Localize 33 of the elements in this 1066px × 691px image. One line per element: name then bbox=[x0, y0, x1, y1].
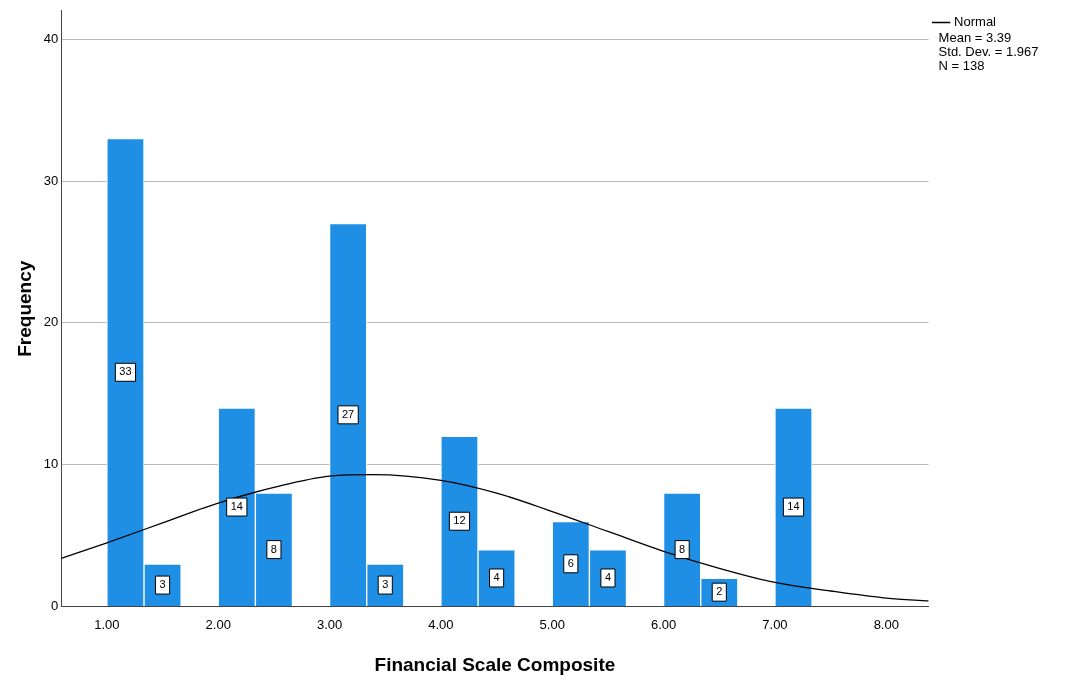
legend-label: Normal bbox=[954, 14, 997, 30]
x-tick-label: 7.00 bbox=[762, 616, 788, 632]
data-label: 14 bbox=[230, 500, 243, 513]
text: N = 138 bbox=[938, 58, 985, 74]
data-label: 8 bbox=[270, 542, 277, 555]
x-tick-label: 6.00 bbox=[650, 616, 677, 632]
data-label: 14 bbox=[787, 500, 800, 513]
x-tick-label: 5.00 bbox=[539, 616, 565, 632]
x-tick-label: 8.00 bbox=[873, 616, 899, 632]
data-label: 12 bbox=[453, 514, 466, 527]
data-label: 3 bbox=[382, 578, 389, 591]
x-axis-title: Financial Scale Composite bbox=[374, 653, 616, 675]
data-label: 4 bbox=[604, 571, 612, 584]
y-tick-label: 0 bbox=[51, 598, 59, 614]
x-tick-label: 2.00 bbox=[205, 616, 231, 632]
line-series bbox=[61, 474, 929, 602]
text: Mean = 3.39 bbox=[938, 30, 1012, 46]
x-tick-label: 4.00 bbox=[428, 616, 454, 632]
text: Std. Dev. = 1.967 bbox=[938, 44, 1039, 60]
y-axis-title: Frequency bbox=[13, 260, 35, 357]
y-tick-label: 40 bbox=[43, 30, 59, 46]
x-tick-label: 1.00 bbox=[94, 616, 120, 632]
data-label: 4 bbox=[493, 571, 500, 584]
data-label: 8 bbox=[679, 542, 686, 555]
y-tick-label: 20 bbox=[43, 314, 59, 330]
data-label: 27 bbox=[342, 407, 355, 420]
y-tick-label: 10 bbox=[43, 456, 59, 472]
data-label: 33 bbox=[119, 365, 132, 378]
data-label: 3 bbox=[159, 578, 166, 591]
x-tick-label: 3.00 bbox=[316, 616, 343, 632]
data-label: 6 bbox=[567, 556, 574, 569]
y-tick-label: 30 bbox=[43, 172, 59, 188]
data-label: 2 bbox=[716, 585, 723, 598]
